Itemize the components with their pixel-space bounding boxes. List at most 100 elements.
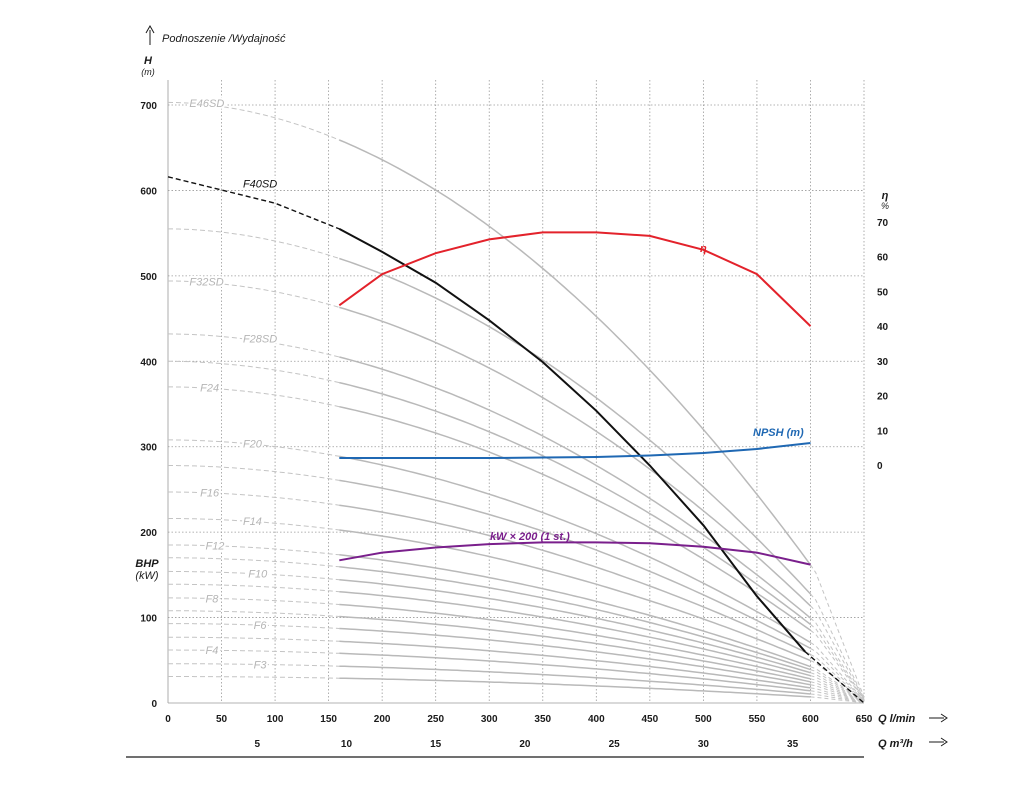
- y-tick-label-300: 300: [140, 443, 157, 454]
- x-tick-label-350: 350: [534, 714, 551, 725]
- x2-tick-label-15: 15: [430, 739, 442, 750]
- x-tick-label-100: 100: [267, 714, 284, 725]
- pump-curve-f10: [339, 578, 811, 674]
- x-primary-label: Q l/min: [878, 713, 916, 725]
- pump-curve-f20-end: [810, 642, 865, 701]
- pump-curve-f8: [339, 603, 811, 680]
- pump-curve-f16-end: [810, 654, 865, 702]
- pump-label-f12: F12: [205, 541, 224, 553]
- pump-curve-unlabeled-555-end: [810, 593, 865, 699]
- series-label-power: kW × 200 (1 st.): [490, 531, 570, 543]
- pump-curve-f32sd-start: [168, 280, 340, 308]
- pump-curve-unlabeled-555-start: [168, 228, 340, 259]
- pump-curve-f10-end: [810, 672, 865, 703]
- pump-curve-f16: [339, 504, 811, 656]
- pump-curve-f12: [339, 554, 811, 668]
- pump-curve-f4-start: [168, 649, 340, 654]
- eta-tick-label-60: 60: [877, 253, 889, 264]
- pump-curve-unlabeled-400-end: [810, 624, 865, 700]
- series-f40sd-start: [167, 176, 340, 230]
- eta-tick-label-70: 70: [877, 218, 889, 229]
- pump-curve-f24-end: [810, 629, 865, 701]
- x-tick-label-400: 400: [588, 714, 605, 725]
- pump-curve-f20: [339, 455, 811, 644]
- pump-label-e46sd: E46SD: [189, 98, 224, 110]
- y-tick-label-600: 600: [140, 186, 157, 197]
- pump-curve-f12-end: [810, 666, 865, 702]
- pump-curve-f8-end: [810, 678, 865, 703]
- x2-tick-label-30: 30: [698, 739, 710, 750]
- y-left-secondary-unit: (kW): [135, 570, 159, 582]
- eta-tick-label-0: 0: [877, 461, 883, 472]
- pump-curve-f8-start: [168, 597, 340, 605]
- x-tick-label-450: 450: [642, 714, 659, 725]
- y-tick-label-500: 500: [140, 272, 157, 283]
- x2-tick-label-25: 25: [609, 739, 621, 750]
- x-primary-arrowhead: [940, 713, 948, 723]
- pump-curves: [167, 101, 865, 704]
- pump-label-f24: F24: [200, 383, 219, 395]
- x2-tick-label-10: 10: [341, 739, 353, 750]
- pump-curve-f32sd: [339, 306, 812, 607]
- y-tick-label-200: 200: [140, 528, 157, 539]
- pump-curve-unlabeled-400-start: [168, 360, 340, 384]
- pump-curve-f20-start: [168, 439, 340, 457]
- pump-curve-f28sd-end: [810, 617, 865, 700]
- y-tick-label-400: 400: [140, 357, 157, 368]
- pump-curve-f3-start: [168, 663, 340, 667]
- pump-curve-f6-start: [168, 623, 340, 629]
- y-tick-label-0: 0: [151, 699, 157, 710]
- y-tick-label-700: 700: [140, 101, 157, 112]
- pump-curve-unlabeled-77: [339, 640, 811, 689]
- pump-curve-f28sd-start: [167, 333, 340, 358]
- pump-curve-unlabeled-31-start: [168, 676, 340, 679]
- pump-curve-unlabeled-278-start: [168, 465, 340, 481]
- pump-curve-unlabeled-31: [339, 677, 811, 698]
- pump-curve-f6-end: [810, 684, 865, 703]
- pump-curve-unlabeled-108-start: [168, 610, 340, 617]
- pump-curve-f6: [339, 627, 811, 686]
- pump-label-f14: F14: [243, 516, 262, 528]
- chart-title: Podnoszenie /Wydajność: [162, 33, 286, 45]
- pump-curve-f14-end: [810, 660, 865, 702]
- series-efficiency: [338, 231, 812, 327]
- pump-curve-f24-start: [168, 386, 340, 408]
- pump-curve-f4: [339, 652, 811, 692]
- series-curves: [167, 176, 865, 704]
- pump-curve-unlabeled-108: [339, 615, 811, 683]
- pump-curve-unlabeled-77-end: [810, 687, 865, 703]
- pump-curve-f4-end: [810, 690, 865, 703]
- x-tick-label-0: 0: [165, 714, 171, 725]
- pump-curve-f10-start: [167, 570, 340, 581]
- x-tick-label-650: 650: [856, 714, 873, 725]
- eta-tick-label-20: 20: [877, 392, 889, 403]
- pump-curve-f14-start: [168, 518, 340, 531]
- y-left-secondary-label: BHP: [135, 558, 159, 570]
- pump-curve-f28sd: [339, 356, 811, 619]
- pump-curve-f3-end: [810, 693, 865, 704]
- pump-label-f16: F16: [200, 488, 220, 500]
- pump-label-f3: F3: [254, 659, 268, 671]
- pump-curve-unlabeled-139: [339, 590, 811, 677]
- x-tick-label-50: 50: [216, 714, 228, 725]
- pump-label-f28sd: F28SD: [243, 334, 277, 346]
- eta-tick-label-50: 50: [877, 287, 889, 298]
- pump-curve-f14: [339, 529, 811, 662]
- pump-curve-unlabeled-108-end: [810, 681, 865, 703]
- x-tick-label-250: 250: [427, 714, 444, 725]
- y-right-label: η: [882, 190, 889, 202]
- grid: [167, 80, 865, 704]
- x-tick-label-200: 200: [374, 714, 391, 725]
- pump-curve-unlabeled-77-start: [168, 636, 340, 642]
- series-label-npsh: NPSH (m): [753, 427, 804, 439]
- pump-curve-e46sd: [339, 139, 812, 566]
- series-f40sd-end: [804, 651, 865, 704]
- y-left-label: H: [144, 55, 153, 67]
- pump-label-f6: F6: [254, 620, 268, 632]
- pump-label-f8: F8: [205, 593, 219, 605]
- labels: 0 50 100 150 200 250 300 350 400 450 500 550 600 6500…: [140, 96, 889, 750]
- pump-label-f32sd: F32SD: [189, 276, 223, 288]
- pump-curve-unlabeled-139-end: [810, 675, 865, 703]
- y-axis-up-arrowhead: [145, 24, 155, 34]
- x-tick-label-500: 500: [695, 714, 712, 725]
